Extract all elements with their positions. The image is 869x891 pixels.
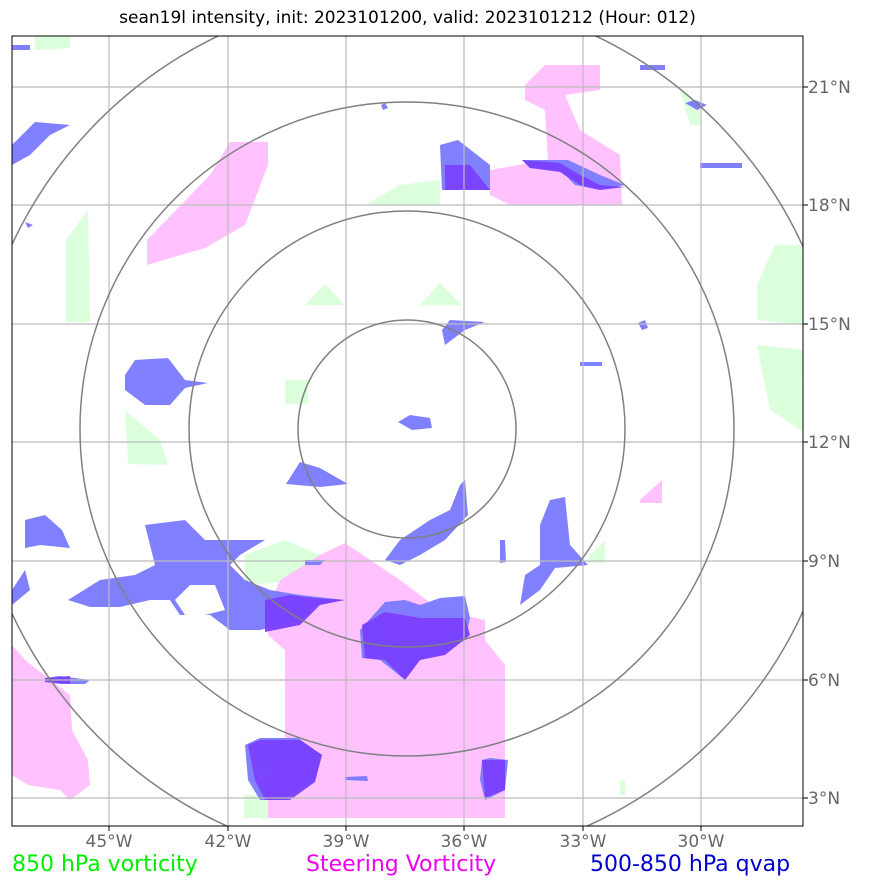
map-plot-area <box>12 36 803 826</box>
range-rings <box>12 36 803 826</box>
lat-label: 12°N <box>808 433 851 453</box>
lat-label: 15°N <box>808 315 851 335</box>
lat-label: 3°N <box>808 789 840 809</box>
lon-label: 45°W <box>86 832 133 852</box>
latitude-labels: 21°N 18°N 15°N 12°N 9°N 6°N 3°N <box>808 78 851 809</box>
lat-label: 9°N <box>808 552 840 572</box>
qvap-steering-overlap <box>45 160 625 800</box>
lat-label: 6°N <box>808 671 840 691</box>
lon-label: 33°W <box>560 832 607 852</box>
lat-label: 18°N <box>808 196 851 216</box>
legend-steering-vorticity: Steering Vorticity <box>306 852 497 877</box>
lon-label: 30°W <box>678 832 725 852</box>
lat-label: 21°N <box>808 78 851 98</box>
lon-label: 36°W <box>441 832 488 852</box>
plot-frame <box>11 35 804 827</box>
lon-label: 42°W <box>205 832 252 852</box>
legend-850-vorticity: 850 hPa vorticity <box>12 852 198 877</box>
legend-qvap: 500-850 hPa qvap <box>590 852 791 877</box>
graticule <box>12 36 803 826</box>
tick-marks <box>108 86 808 831</box>
map-title: sean19l intensity, init: 2023101200, val… <box>119 8 696 28</box>
lon-label: 39°W <box>323 832 370 852</box>
longitude-labels: 45°W 42°W 39°W 36°W 33°W 30°W <box>86 832 725 852</box>
